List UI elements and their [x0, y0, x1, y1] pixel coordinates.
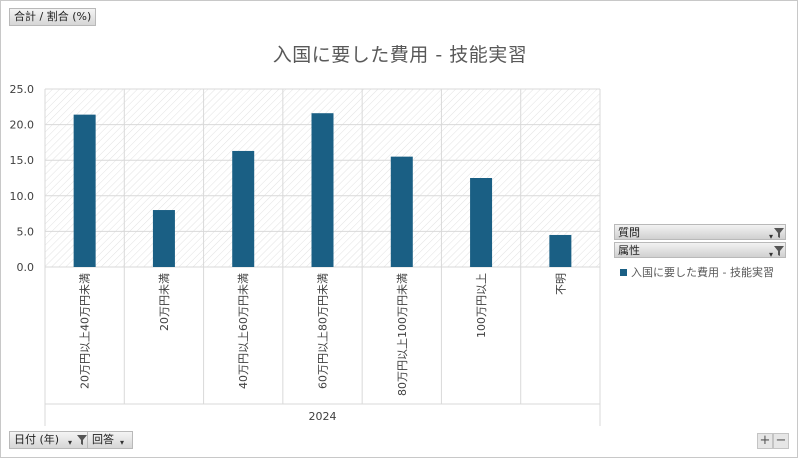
dropdown-arrow-icon: ▾ [769, 250, 774, 259]
zoom-out-button[interactable]: − [773, 433, 789, 449]
value-field-button[interactable]: 合計 / 割合 (%) [9, 8, 97, 26]
x-group-label: 2024 [309, 410, 337, 423]
question-filter-button[interactable]: 質問 ▾ [614, 224, 786, 241]
y-tick-label: 20.0 [10, 119, 35, 132]
bar [232, 150, 255, 267]
filter-icon[interactable] [76, 434, 88, 446]
dropdown-arrow-icon: ▾ [769, 232, 774, 241]
y-tick-label: 0.0 [17, 261, 35, 274]
bar [73, 114, 96, 267]
legend-swatch [620, 268, 627, 276]
bar [311, 113, 334, 267]
value-field-label: 合計 / 割合 (%) [14, 10, 92, 23]
answer-field-button[interactable]: 回答 ▾ [87, 431, 133, 449]
x-category-label: 20万円以上40万円未満 [79, 273, 92, 389]
dropdown-arrow-icon: ▾ [120, 438, 125, 447]
chart-title: 入国に要した費用 - 技能実習 [272, 44, 528, 66]
x-category-label: 40万円以上60万円未満 [237, 273, 250, 389]
bar [549, 234, 572, 267]
x-category-label: 20万円未満 [158, 273, 171, 331]
x-category-label: 60万円以上80万円未満 [317, 273, 330, 389]
question-filter-label: 質問 [618, 226, 640, 239]
filter-icon[interactable] [773, 245, 785, 257]
bar [470, 178, 493, 267]
answer-field-label: 回答 [92, 433, 114, 446]
x-category-label: 不明 [554, 273, 567, 295]
legend: 入国に要した費用 - 技能実習 [620, 264, 774, 280]
bar [390, 156, 413, 267]
y-tick-label: 15.0 [10, 154, 35, 167]
x-category-label: 80万円以上100万円未満 [396, 273, 409, 396]
date-field-button[interactable]: 日付 (年) ▾ [9, 431, 95, 449]
dropdown-arrow-icon: ▾ [68, 438, 73, 447]
attribute-filter-label: 属性 [618, 244, 640, 257]
filter-icon[interactable] [773, 227, 785, 239]
attribute-filter-button[interactable]: 属性 ▾ [614, 242, 786, 259]
bar [152, 210, 175, 267]
date-field-label: 日付 (年) [14, 433, 60, 446]
x-category-label: 100万円以上 [475, 273, 488, 338]
y-tick-label: 25.0 [10, 83, 35, 96]
legend-entry-label: 入国に要した費用 - 技能実習 [631, 266, 774, 279]
y-tick-label: 5.0 [17, 225, 35, 238]
zoom-in-button[interactable]: + [757, 433, 773, 449]
y-tick-label: 10.0 [10, 190, 35, 203]
